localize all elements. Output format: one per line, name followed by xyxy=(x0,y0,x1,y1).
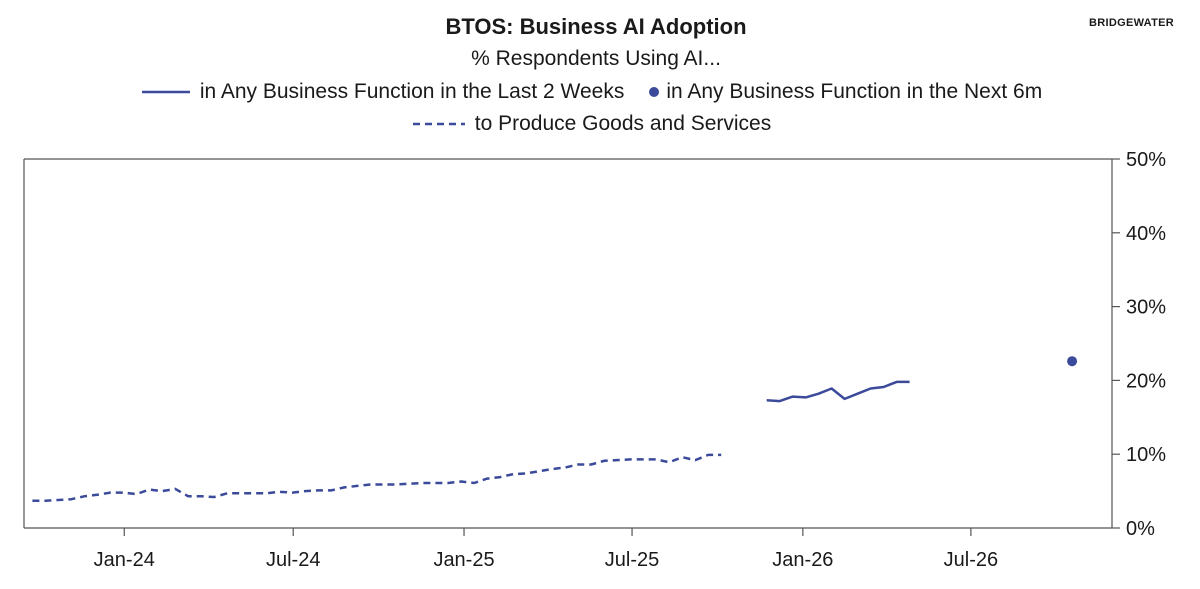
legend-label-next-6m: in Any Business Function in the Next 6m xyxy=(666,80,1043,103)
legend-solid-line-swatch xyxy=(141,90,190,94)
x-tick-label: Jul-24 xyxy=(266,549,320,571)
legend-item-produce-goods: to Produce Goods and Services xyxy=(412,112,772,136)
y-axis: 0% 10% 20% 30% 40% 50% xyxy=(1112,149,1166,540)
x-tick-label: Jan-26 xyxy=(772,549,833,571)
y-tick-label: 30% xyxy=(1126,297,1166,319)
x-tick-label: Jan-25 xyxy=(433,549,494,571)
legend-item-next-6m: in Any Business Function in the Next 6m xyxy=(648,80,1042,104)
legend-row-1: in Any Business Function in the Last 2 W… xyxy=(0,80,1192,104)
series-line-produce-goods xyxy=(32,453,722,502)
x-tick-label: Jul-26 xyxy=(944,549,998,571)
series-line-last-2-weeks xyxy=(766,380,910,403)
legend-item-last-2-weeks: in Any Business Function in the Last 2 W… xyxy=(141,80,625,104)
x-tick-label: Jan-24 xyxy=(94,549,155,571)
legend-label-produce-goods: to Produce Goods and Services xyxy=(474,112,772,135)
legend-label-last-2-weeks: in Any Business Function in the Last 2 W… xyxy=(199,80,625,103)
y-tick-label: 40% xyxy=(1126,223,1166,245)
chart-subtitle: % Respondents Using AI... xyxy=(471,47,721,70)
legend-dot-swatch xyxy=(649,87,660,97)
brand-logo: BRIDGEWATER xyxy=(1089,17,1174,29)
plot-frame xyxy=(23,158,1113,529)
series-point-next-6m xyxy=(1067,356,1078,367)
x-tick-label: Jul-25 xyxy=(605,549,659,571)
series-layer xyxy=(32,356,1078,502)
legend-row-2: to Produce Goods and Services xyxy=(0,112,1192,136)
legend-dashed-line-swatch xyxy=(412,122,465,126)
y-tick-label: 10% xyxy=(1126,444,1166,466)
x-axis: Jan-24 Jul-24 Jan-25 Jul-25 Jan-26 Jul-26 xyxy=(94,528,998,571)
chart-title: BTOS: Business AI Adoption xyxy=(445,14,747,39)
y-tick-label: 50% xyxy=(1126,149,1166,171)
y-tick-label: 20% xyxy=(1126,370,1166,392)
y-tick-label: 0% xyxy=(1126,518,1155,540)
